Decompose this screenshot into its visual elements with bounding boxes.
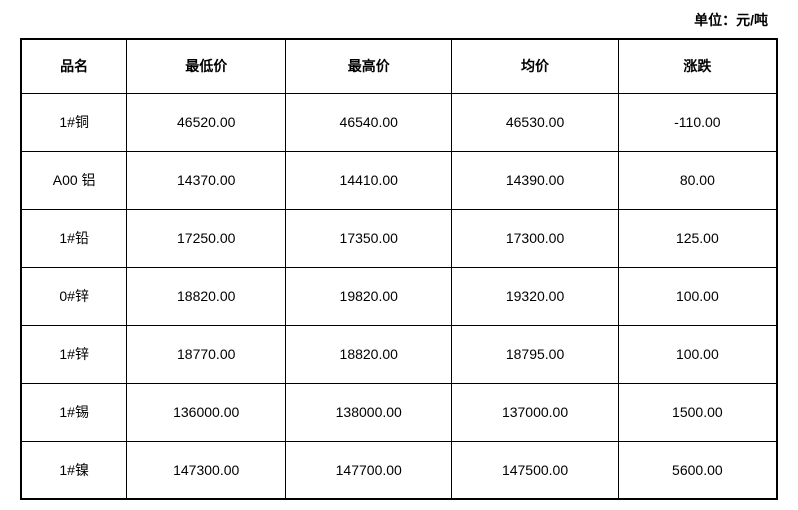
cell-low: 17250.00 bbox=[127, 209, 286, 267]
table-body: 1#铜 46520.00 46540.00 46530.00 -110.00 A… bbox=[21, 93, 777, 499]
cell-name: 1#锌 bbox=[21, 325, 127, 383]
table-row: 1#镍 147300.00 147700.00 147500.00 5600.0… bbox=[21, 441, 777, 499]
cell-change: -110.00 bbox=[618, 93, 777, 151]
cell-change: 125.00 bbox=[618, 209, 777, 267]
cell-change: 100.00 bbox=[618, 325, 777, 383]
cell-name: 1#锡 bbox=[21, 383, 127, 441]
cell-high: 18820.00 bbox=[286, 325, 452, 383]
table-row: 1#铜 46520.00 46540.00 46530.00 -110.00 bbox=[21, 93, 777, 151]
cell-high: 14410.00 bbox=[286, 151, 452, 209]
cell-avg: 19320.00 bbox=[452, 267, 618, 325]
column-header-avg: 均价 bbox=[452, 39, 618, 93]
cell-avg: 137000.00 bbox=[452, 383, 618, 441]
table-row: 1#锡 136000.00 138000.00 137000.00 1500.0… bbox=[21, 383, 777, 441]
cell-low: 18770.00 bbox=[127, 325, 286, 383]
cell-low: 147300.00 bbox=[127, 441, 286, 499]
price-table: 品名 最低价 最高价 均价 涨跌 1#铜 46520.00 46540.00 4… bbox=[20, 38, 778, 500]
cell-name: 0#锌 bbox=[21, 267, 127, 325]
cell-avg: 14390.00 bbox=[452, 151, 618, 209]
cell-name: 1#铅 bbox=[21, 209, 127, 267]
cell-low: 136000.00 bbox=[127, 383, 286, 441]
cell-low: 18820.00 bbox=[127, 267, 286, 325]
cell-high: 46540.00 bbox=[286, 93, 452, 151]
cell-name: 1#铜 bbox=[21, 93, 127, 151]
table-row: A00 铝 14370.00 14410.00 14390.00 80.00 bbox=[21, 151, 777, 209]
column-header-low: 最低价 bbox=[127, 39, 286, 93]
cell-change: 80.00 bbox=[618, 151, 777, 209]
cell-change: 1500.00 bbox=[618, 383, 777, 441]
cell-low: 14370.00 bbox=[127, 151, 286, 209]
table-header-row: 品名 最低价 最高价 均价 涨跌 bbox=[21, 39, 777, 93]
column-header-high: 最高价 bbox=[286, 39, 452, 93]
column-header-change: 涨跌 bbox=[618, 39, 777, 93]
unit-label: 单位：元/吨 bbox=[20, 10, 778, 30]
cell-high: 138000.00 bbox=[286, 383, 452, 441]
table-row: 1#铅 17250.00 17350.00 17300.00 125.00 bbox=[21, 209, 777, 267]
cell-name: A00 铝 bbox=[21, 151, 127, 209]
cell-high: 147700.00 bbox=[286, 441, 452, 499]
cell-change: 100.00 bbox=[618, 267, 777, 325]
cell-high: 19820.00 bbox=[286, 267, 452, 325]
cell-avg: 46530.00 bbox=[452, 93, 618, 151]
cell-avg: 18795.00 bbox=[452, 325, 618, 383]
column-header-name: 品名 bbox=[21, 39, 127, 93]
table-row: 0#锌 18820.00 19820.00 19320.00 100.00 bbox=[21, 267, 777, 325]
cell-avg: 17300.00 bbox=[452, 209, 618, 267]
table-row: 1#锌 18770.00 18820.00 18795.00 100.00 bbox=[21, 325, 777, 383]
cell-low: 46520.00 bbox=[127, 93, 286, 151]
cell-high: 17350.00 bbox=[286, 209, 452, 267]
cell-change: 5600.00 bbox=[618, 441, 777, 499]
cell-name: 1#镍 bbox=[21, 441, 127, 499]
cell-avg: 147500.00 bbox=[452, 441, 618, 499]
